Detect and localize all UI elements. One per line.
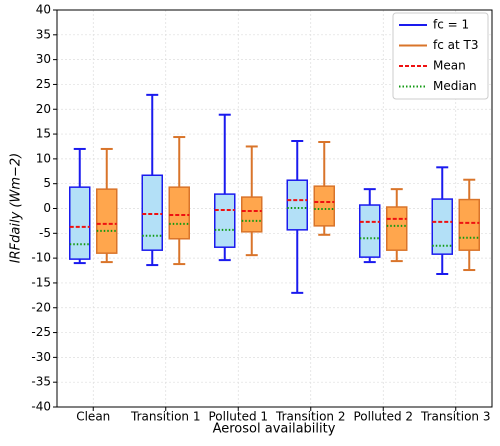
box (286, 179, 308, 231)
y-tick-label: -5 (39, 226, 51, 240)
legend-label: Mean (433, 59, 466, 73)
y-tick-label: 20 (36, 102, 51, 116)
y-tick-label: 30 (36, 52, 51, 66)
y-tick-label: -25 (31, 325, 51, 339)
y-tick-label: 10 (36, 151, 51, 165)
y-tick-label: -15 (31, 275, 51, 289)
box (431, 198, 453, 255)
x-tick-label: Transition 1 (130, 410, 200, 424)
x-tick-label: Polluted 2 (353, 410, 413, 424)
box (241, 196, 263, 233)
box (141, 174, 163, 251)
box (386, 206, 408, 251)
box (458, 198, 480, 251)
y-tick-label: -35 (31, 375, 51, 389)
box (214, 193, 236, 248)
box (168, 186, 190, 240)
legend-label: fc = 1 (433, 18, 469, 32)
y-tick-label: 25 (36, 77, 51, 91)
x-axis-label: Aerosol availability (213, 422, 336, 437)
y-tick-label: 0 (43, 201, 51, 215)
y-tick-label: 40 (36, 3, 51, 17)
y-tick-label: -30 (31, 350, 51, 364)
y-tick-label: 15 (36, 127, 51, 141)
y-tick-label: -40 (31, 400, 51, 414)
y-tick-label: 35 (36, 27, 51, 41)
x-tick-label: Transition 2 (275, 410, 345, 424)
x-tick-label: Polluted 1 (208, 410, 268, 424)
box (96, 188, 118, 254)
legend-label: fc at T3 (433, 38, 478, 52)
legend (392, 12, 489, 100)
x-tick-label: Transition 3 (420, 410, 490, 424)
x-tick-label: Clean (76, 410, 110, 424)
y-tick-label: 5 (43, 176, 51, 190)
box (359, 204, 381, 258)
legend-label: Median (433, 79, 477, 93)
box (69, 186, 91, 260)
y-tick-label: -20 (31, 300, 51, 314)
y-axis-label: IRFdaily (Wm−2) (9, 153, 24, 263)
box (313, 185, 335, 227)
y-tick-label: -10 (31, 251, 51, 265)
plot-frame (56, 9, 493, 408)
